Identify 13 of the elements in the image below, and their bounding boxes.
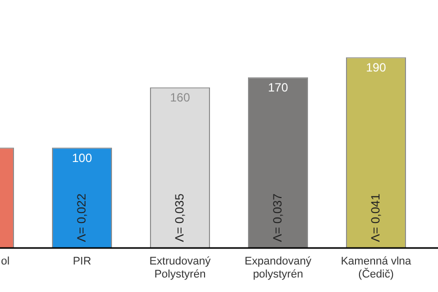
annotation: Λ= 0,022 <box>74 193 88 242</box>
data-label: 160 <box>170 90 190 105</box>
x-tick-label: Kamenná vlna (Čedič) <box>340 256 412 281</box>
annotation: Λ= 0,035 <box>172 193 186 242</box>
x-tick-label: PIR <box>72 256 92 268</box>
annotation: Λ= 0,037 <box>270 193 284 242</box>
x-tick-label: Extrudovaný Polystyrén <box>149 256 212 281</box>
x-tick-label: Expandovaný polystyrén <box>244 256 312 281</box>
data-label: 170 <box>268 80 288 95</box>
annotation: Λ= 0,041 <box>368 193 382 242</box>
data-label: 100 <box>72 150 92 165</box>
x-tick-label: ol <box>1 256 10 268</box>
data-label: 190 <box>366 60 386 75</box>
